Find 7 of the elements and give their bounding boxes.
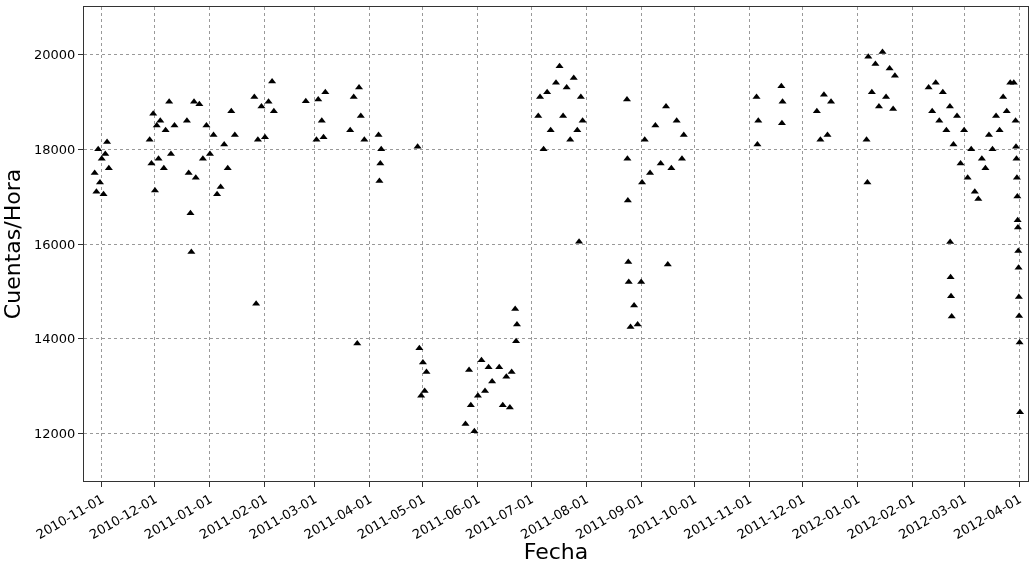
y-tick-label: 12000: [34, 426, 76, 442]
y-tick-label: 20000: [34, 46, 76, 62]
y-tick-label: 18000: [34, 141, 76, 157]
x-axis-title: Fecha: [523, 539, 589, 564]
y-tick-label: 16000: [34, 236, 76, 252]
y-axis-title: Cuentas/Hora: [0, 168, 25, 320]
y-tick-label: 14000: [34, 331, 76, 347]
